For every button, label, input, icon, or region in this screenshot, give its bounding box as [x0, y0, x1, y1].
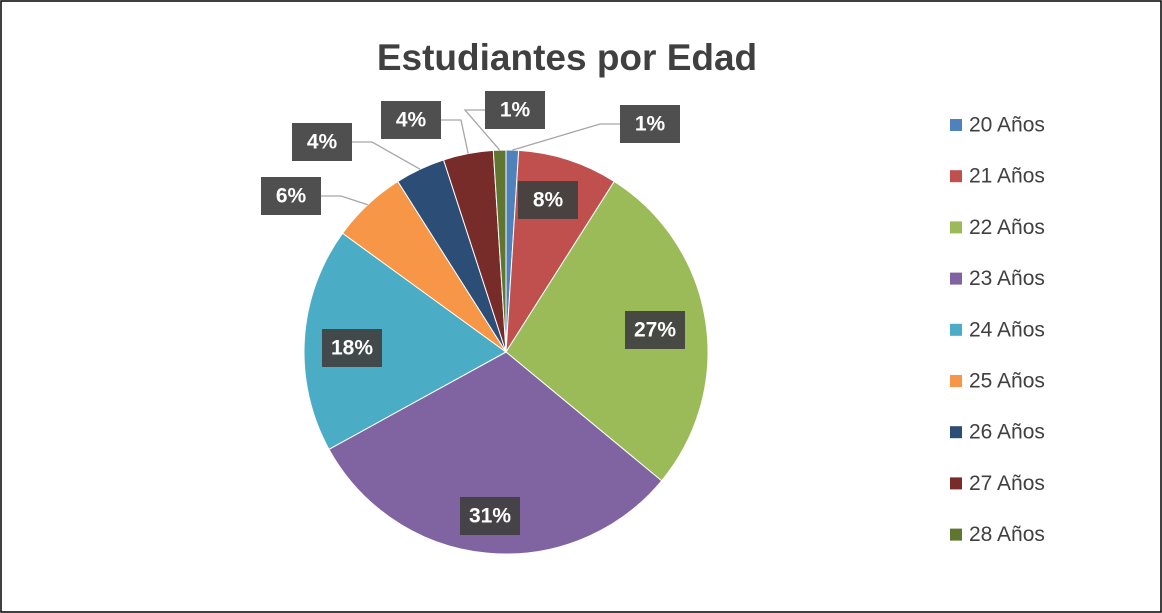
- legend-label: 28 Años: [969, 523, 1045, 546]
- pie-slice: [328, 351, 663, 555]
- legend-swatch: [950, 375, 962, 387]
- legend-label: 26 Años: [969, 421, 1045, 444]
- label-box: [625, 311, 685, 349]
- label-box: [620, 105, 680, 143]
- leader-line: [441, 119, 469, 154]
- label-box: [485, 91, 545, 129]
- legend-label: 20 Años: [969, 114, 1045, 137]
- pie-slice: [303, 232, 507, 450]
- label-box: [381, 101, 441, 139]
- legend-swatch: [950, 477, 962, 490]
- data-label: 1%: [500, 99, 531, 122]
- label-box: [518, 181, 578, 219]
- data-label: 1%: [635, 113, 666, 136]
- legend-label: 21 Años: [969, 165, 1045, 188]
- legend-swatch: [950, 528, 962, 541]
- legend-label: 27 Años: [969, 472, 1045, 495]
- data-label: 27%: [634, 319, 676, 342]
- legend-swatch: [950, 323, 962, 336]
- pie-slice: [505, 180, 709, 482]
- leader-line: [352, 141, 421, 170]
- label-box: [460, 497, 520, 535]
- data-label: 31%: [469, 505, 511, 528]
- data-label: 8%: [533, 189, 564, 212]
- pie-slice: [492, 149, 507, 353]
- legend-swatch: [950, 426, 962, 439]
- chart-title: Estudiantes por Edad: [377, 37, 757, 78]
- legend-label: 23 Años: [969, 267, 1045, 290]
- leader-line: [321, 195, 368, 206]
- data-label: 6%: [276, 185, 307, 208]
- legend-label: 24 Años: [969, 318, 1045, 341]
- leader-line: [463, 109, 501, 151]
- data-label: 4%: [307, 131, 338, 154]
- legend-label: 22 Años: [969, 216, 1045, 239]
- label-box: [322, 329, 382, 367]
- legend-swatch: [950, 119, 962, 131]
- legend-swatch: [950, 221, 962, 234]
- leader-line: [512, 123, 620, 151]
- label-box: [261, 177, 321, 215]
- legend-label: 25 Años: [969, 370, 1045, 393]
- data-label: 18%: [331, 337, 373, 360]
- legend-swatch: [950, 170, 962, 183]
- legend-swatch: [950, 272, 962, 285]
- label-box: [292, 123, 352, 161]
- data-label: 4%: [396, 109, 427, 132]
